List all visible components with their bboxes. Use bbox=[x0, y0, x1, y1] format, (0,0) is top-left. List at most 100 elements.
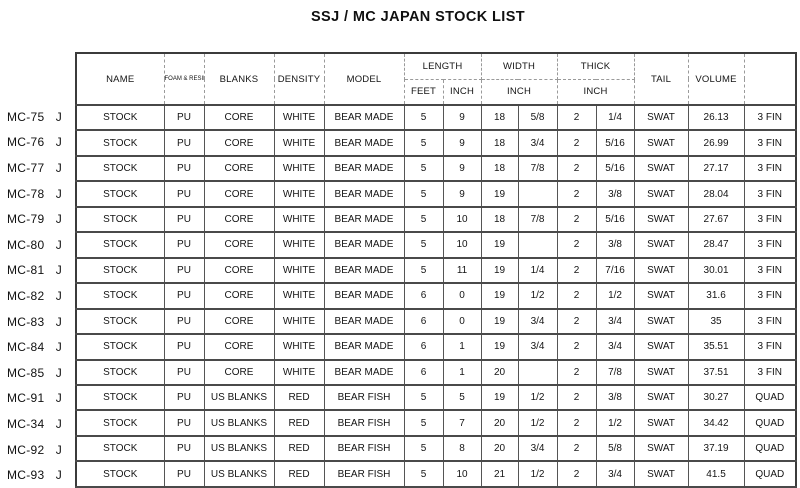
row-label-id: MC-78 bbox=[7, 186, 45, 201]
row-label-id: MC-77 bbox=[7, 160, 45, 175]
cell-thick_fr: 7/8 bbox=[595, 358, 635, 387]
row-label-id: MC-83 bbox=[7, 314, 45, 329]
cell-name: STOCK bbox=[75, 460, 165, 488]
table-row: STOCK PU CORE WHITE BEAR MADE 6 0 19 1/2 2 1/2 SWAT… bbox=[75, 282, 797, 310]
col-header-blanks: BLANKS bbox=[203, 53, 275, 106]
row-label: MC-76 J bbox=[0, 130, 75, 156]
cell-density: WHITE bbox=[273, 205, 325, 234]
cell-model: BEAR MADE bbox=[323, 282, 405, 310]
cell-tail: SWAT bbox=[633, 409, 689, 437]
table-row: STOCK PU CORE WHITE BEAR MADE 5 9 19 2 3/8 SWAT 28.… bbox=[75, 180, 797, 208]
cell-feet: 5 bbox=[403, 103, 444, 132]
col-header-model: MODEL bbox=[323, 53, 405, 106]
cell-model: BEAR MADE bbox=[323, 358, 405, 387]
cell-model: BEAR FISH bbox=[323, 434, 405, 463]
table-row: STOCK PU CORE WHITE BEAR MADE 5 10 19 2 3/8 SWAT 28… bbox=[75, 231, 797, 259]
cell-inch: 0 bbox=[442, 307, 482, 336]
cell-thick_fr: 3/4 bbox=[595, 460, 635, 488]
cell-foam: PU bbox=[163, 358, 205, 387]
cell-blanks: CORE bbox=[203, 358, 275, 387]
cell-width_fr: 1/2 bbox=[517, 282, 558, 310]
row-label-id: MC-92 bbox=[7, 442, 45, 457]
cell-name: STOCK bbox=[75, 205, 165, 234]
cell-volume: 28.04 bbox=[687, 180, 745, 208]
cell-foam: PU bbox=[163, 460, 205, 488]
cell-thick_in: 2 bbox=[556, 231, 597, 259]
col-header-name: NAME bbox=[75, 53, 165, 106]
cell-tail: SWAT bbox=[633, 231, 689, 259]
cell-volume: 30.01 bbox=[687, 256, 745, 285]
cell-model: BEAR MADE bbox=[323, 256, 405, 285]
row-label-suffix: J bbox=[55, 135, 62, 150]
cell-tail: SWAT bbox=[633, 460, 689, 488]
cell-width_in: 19 bbox=[480, 333, 519, 361]
cell-blanks: CORE bbox=[203, 180, 275, 208]
cell-tail: SWAT bbox=[633, 282, 689, 310]
stock-table: NAME FOAM & RESIN BLANKS DENSITY MODEL L… bbox=[75, 52, 798, 488]
cell-width_in: 19 bbox=[480, 307, 519, 336]
row-label-suffix: J bbox=[55, 160, 62, 175]
cell-name: STOCK bbox=[75, 154, 165, 183]
row-label: MC-91 J bbox=[0, 386, 75, 412]
row-label-id: MC-82 bbox=[7, 288, 45, 303]
cell-fin: QUAD bbox=[743, 383, 797, 412]
cell-feet: 6 bbox=[403, 333, 444, 361]
cell-tail: SWAT bbox=[633, 333, 689, 361]
cell-foam: PU bbox=[163, 307, 205, 336]
cell-model: BEAR MADE bbox=[323, 231, 405, 259]
cell-model: BEAR MADE bbox=[323, 205, 405, 234]
table-row: STOCK PU CORE WHITE BEAR MADE 5 10 18 7/8 2 5/16 SW… bbox=[75, 205, 797, 234]
cell-fin: 3 FIN bbox=[743, 129, 797, 157]
cell-feet: 5 bbox=[403, 154, 444, 183]
cell-volume: 34.42 bbox=[687, 409, 745, 437]
cell-width_fr: 3/4 bbox=[517, 129, 558, 157]
cell-thick_fr: 5/8 bbox=[595, 434, 635, 463]
col-header-fin bbox=[743, 53, 797, 106]
cell-inch: 1 bbox=[442, 333, 482, 361]
cell-thick_in: 2 bbox=[556, 409, 597, 437]
cell-thick_fr: 5/16 bbox=[595, 129, 635, 157]
row-label-suffix: J bbox=[55, 237, 62, 252]
cell-width_in: 21 bbox=[480, 460, 519, 488]
cell-feet: 5 bbox=[403, 231, 444, 259]
cell-width_fr: 1/2 bbox=[517, 409, 558, 437]
cell-density: WHITE bbox=[273, 307, 325, 336]
col-header-density: DENSITY bbox=[273, 53, 325, 106]
cell-density: WHITE bbox=[273, 358, 325, 387]
cell-model: BEAR MADE bbox=[323, 103, 405, 132]
cell-foam: PU bbox=[163, 129, 205, 157]
row-label-id: MC-93 bbox=[7, 468, 45, 483]
cell-blanks: CORE bbox=[203, 129, 275, 157]
cell-foam: PU bbox=[163, 154, 205, 183]
cell-name: STOCK bbox=[75, 383, 165, 412]
table-row: STOCK PU CORE WHITE BEAR MADE 6 1 20 2 7/8 SWAT 37.… bbox=[75, 358, 797, 387]
row-label-suffix: J bbox=[55, 263, 62, 278]
cell-fin: QUAD bbox=[743, 409, 797, 437]
cell-density: WHITE bbox=[273, 180, 325, 208]
cell-thick_in: 2 bbox=[556, 180, 597, 208]
cell-blanks: CORE bbox=[203, 205, 275, 234]
cell-fin: 3 FIN bbox=[743, 231, 797, 259]
col-subheader-width-inch: INCH bbox=[480, 79, 558, 106]
cell-fin: 3 FIN bbox=[743, 307, 797, 336]
cell-foam: PU bbox=[163, 282, 205, 310]
cell-volume: 31.6 bbox=[687, 282, 745, 310]
cell-volume: 30.27 bbox=[687, 383, 745, 412]
row-label: MC-79 J bbox=[0, 206, 75, 232]
cell-density: WHITE bbox=[273, 256, 325, 285]
cell-tail: SWAT bbox=[633, 383, 689, 412]
row-label-suffix: J bbox=[55, 186, 62, 201]
cell-fin: QUAD bbox=[743, 434, 797, 463]
cell-width_in: 18 bbox=[480, 129, 519, 157]
cell-density: WHITE bbox=[273, 129, 325, 157]
cell-name: STOCK bbox=[75, 180, 165, 208]
cell-density: WHITE bbox=[273, 282, 325, 310]
cell-width_fr bbox=[517, 358, 558, 387]
cell-thick_in: 2 bbox=[556, 333, 597, 361]
cell-thick_in: 2 bbox=[556, 154, 597, 183]
cell-name: STOCK bbox=[75, 434, 165, 463]
cell-thick_in: 2 bbox=[556, 256, 597, 285]
cell-feet: 5 bbox=[403, 129, 444, 157]
cell-thick_fr: 3/8 bbox=[595, 231, 635, 259]
cell-thick_fr: 1/2 bbox=[595, 282, 635, 310]
